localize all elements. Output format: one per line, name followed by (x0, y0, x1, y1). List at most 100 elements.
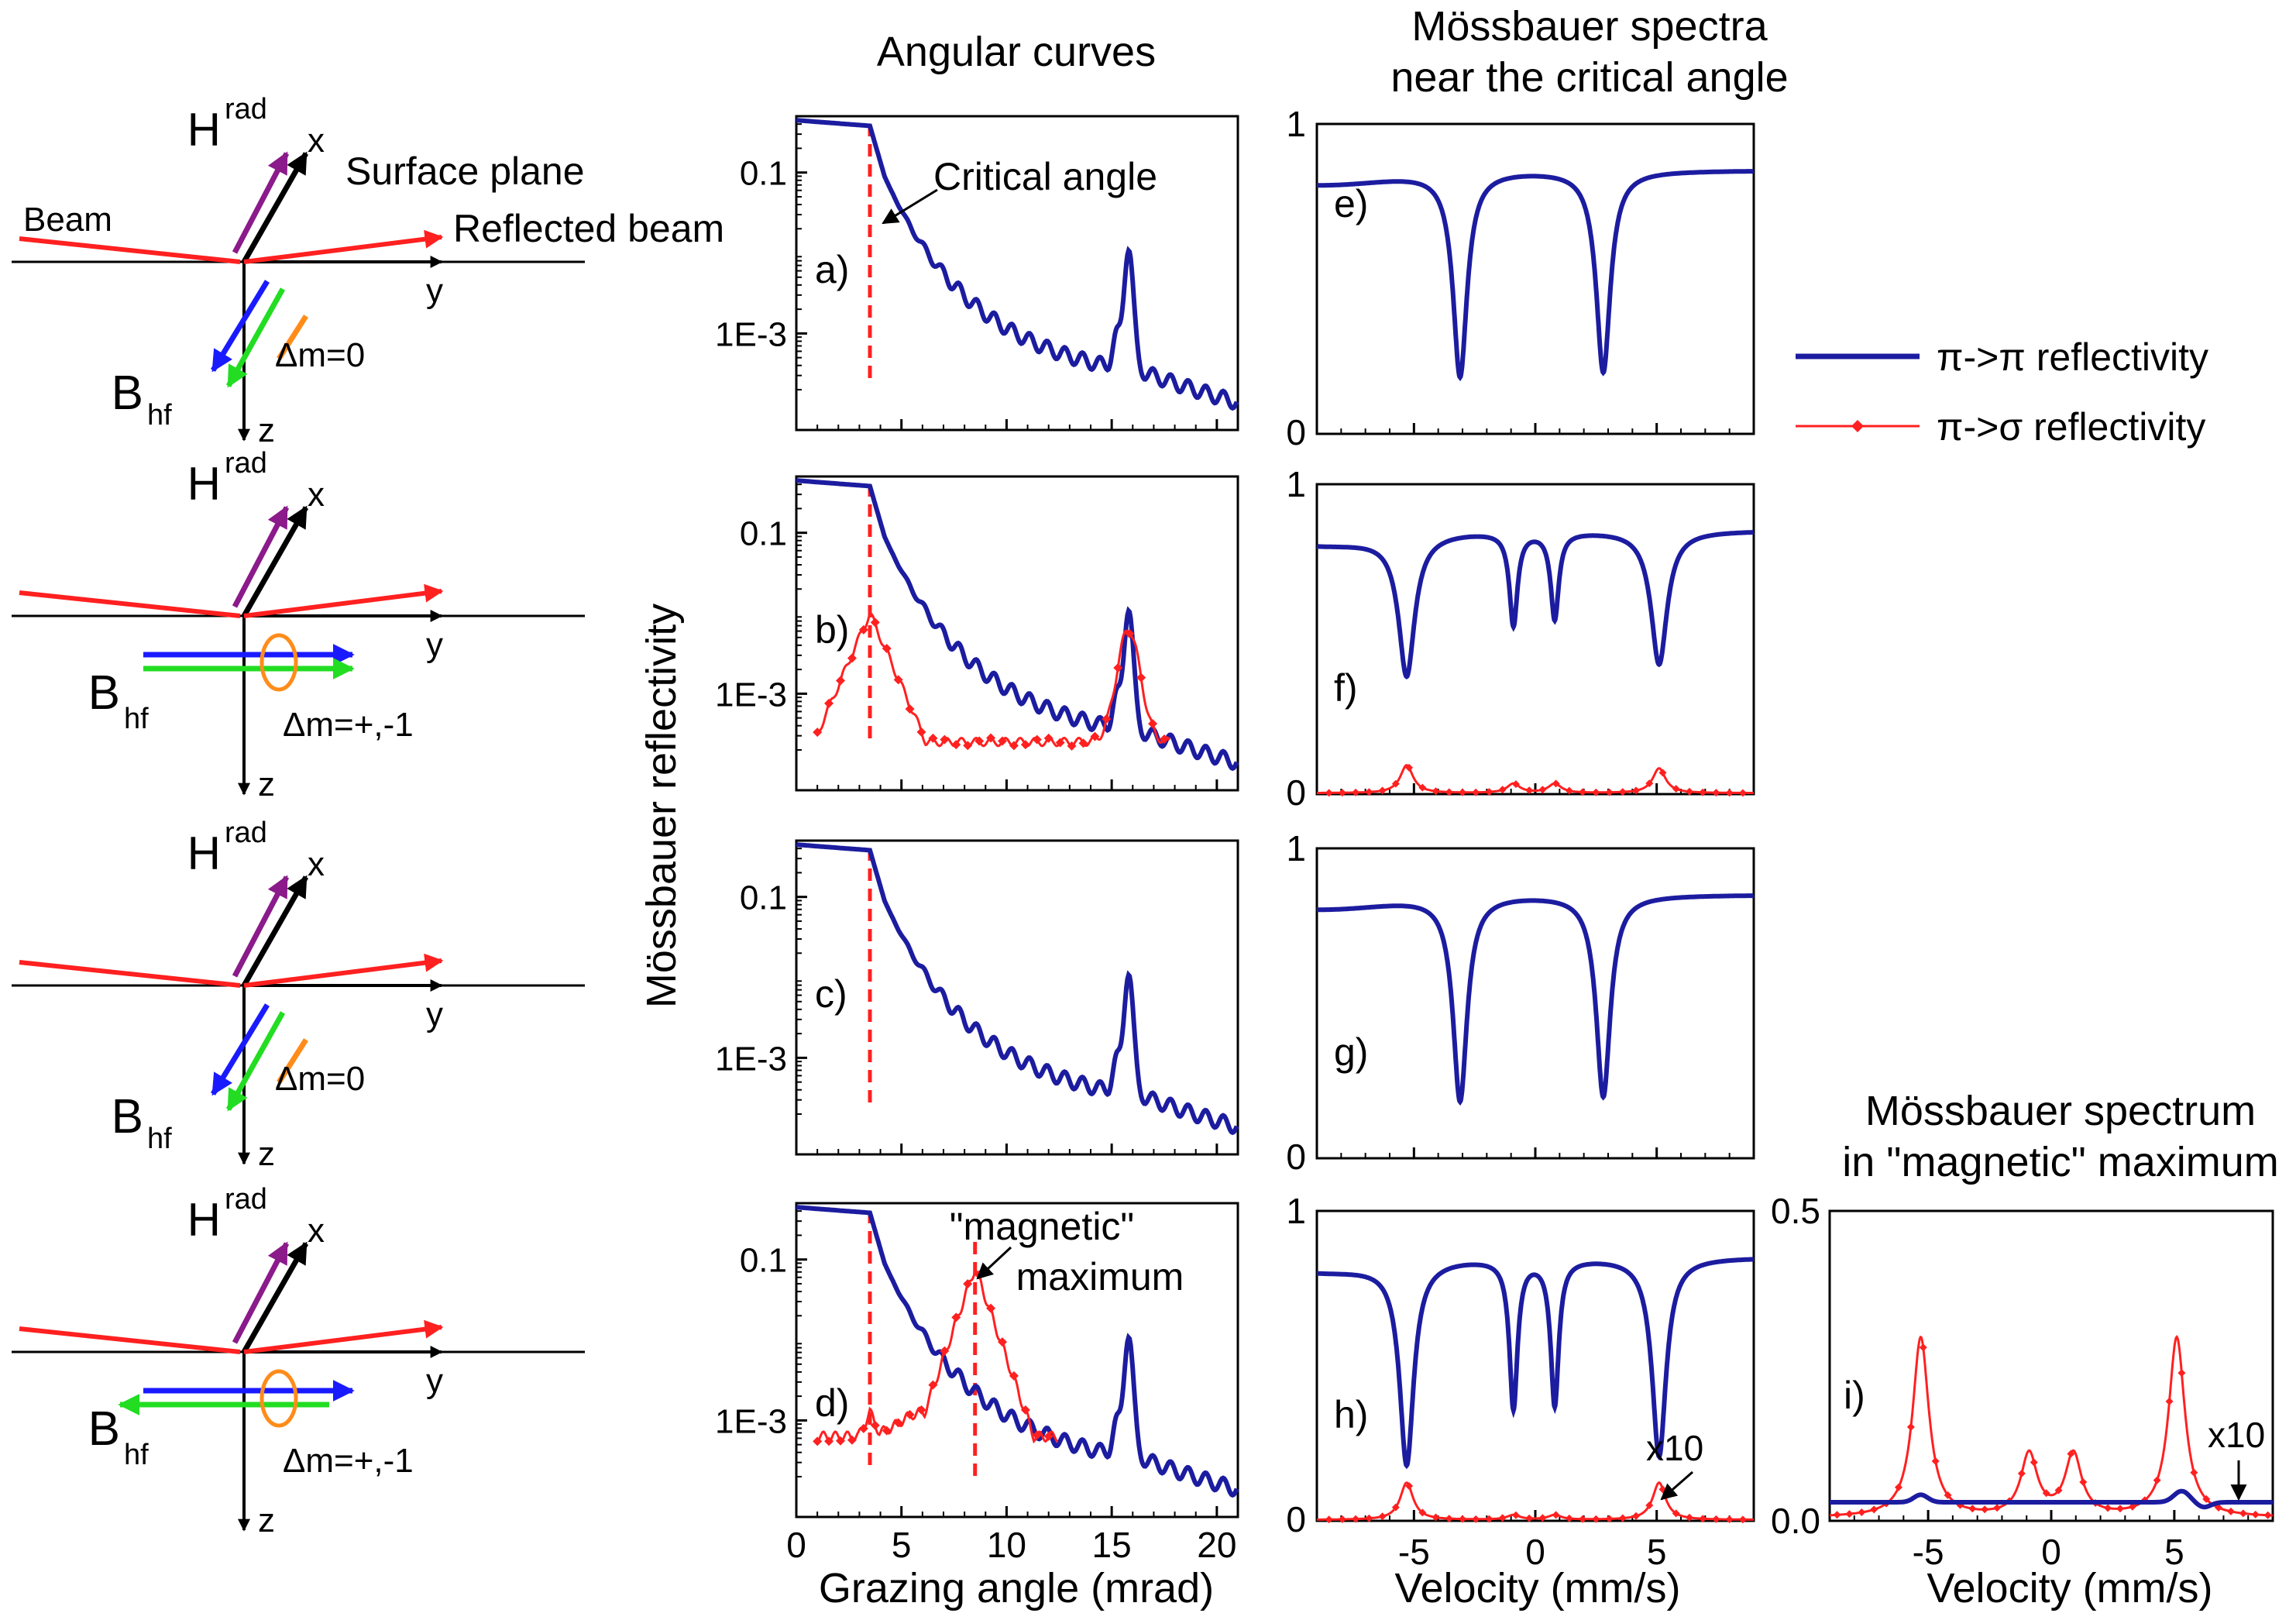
panel-label: b) (815, 608, 849, 652)
pi-sigma-marker (905, 704, 915, 714)
pi-sigma-marker (1020, 1405, 1030, 1415)
pi-sigma-marker (1136, 672, 1146, 683)
pi-sigma-marker (1618, 1514, 1627, 1522)
x-tick-label: 5 (2164, 1532, 2184, 1572)
pi-sigma-marker (1511, 780, 1520, 789)
h-label: H (187, 1194, 221, 1246)
pi-sigma-marker (1352, 1515, 1360, 1523)
series-pi-pi (1830, 1488, 2273, 1510)
diagram-reflected-beam-label: Reflected beam (453, 207, 724, 250)
pi-sigma-marker (893, 1418, 903, 1428)
pi-sigma-marker (1418, 783, 1427, 792)
spectrum-panel-2: 1 0 f) (1286, 464, 1755, 813)
pi-sigma-marker (1055, 738, 1065, 748)
angular-title: Angular curves (877, 29, 1156, 75)
b-label: B (112, 1090, 143, 1144)
y-tick-label: 0.5 (1771, 1191, 1820, 1231)
pi-sigma-marker (1552, 1511, 1560, 1519)
y-axis-label: Mössbauer reflectivity (638, 604, 685, 1008)
pi-sigma-marker (1445, 1515, 1453, 1523)
diagram-beam-label: Beam (23, 201, 112, 239)
h-superscript: rad (225, 93, 267, 126)
pi-sigma-marker (1931, 1457, 1940, 1465)
reflected-beam-arrow (243, 583, 444, 618)
incident-beam (19, 590, 241, 618)
pi-sigma-marker (1738, 1515, 1747, 1524)
pi-sigma-marker (951, 1312, 961, 1322)
x-label-angular: Grazing angle (mrad) (819, 1565, 1214, 1611)
angular-curves-panels: 0.1 1E-3 a) 0.1 1E-3 b) 0.1 1E-3 c) 0 5 10 15 20 0.1 1E… (715, 115, 1239, 1565)
pi-sigma-marker (1672, 1509, 1680, 1518)
b-hf-arrow-green (225, 287, 286, 388)
pi-sigma-marker (870, 617, 880, 628)
pi-sigma-marker (2239, 1509, 2247, 1518)
diagram-4: x y z H rad Δm=+,-1 B hf (12, 1183, 585, 1539)
pi-sigma-marker (1845, 1510, 1854, 1519)
pi-sigma-marker (836, 1436, 845, 1446)
y-tick-label: 1E-3 (715, 676, 787, 714)
x-label-magnetic: Velocity (mm/s) (1927, 1565, 2212, 1611)
pi-sigma-marker (870, 1420, 880, 1430)
series-pi-sigma (1317, 1481, 1754, 1521)
b-hf-arrow-blue (211, 280, 270, 373)
x-axis-arrow (241, 505, 309, 617)
b-subscript: hf (124, 703, 149, 735)
h-superscript: rad (225, 447, 267, 480)
pi-sigma-marker (1148, 719, 1158, 729)
legend-label-pi-pi: π->π reflectivity (1937, 335, 2208, 379)
pi-sigma-marker (1919, 1343, 1927, 1352)
y-tick-label: 1E-3 (715, 1402, 787, 1440)
pi-sigma-marker (998, 1337, 1007, 1347)
pi-sigma-marker (2079, 1478, 2088, 1487)
pi-sigma-marker (813, 727, 823, 738)
y-tick-label: 0.1 (740, 1242, 787, 1280)
pi-sigma-marker (1365, 1514, 1373, 1522)
pi-sigma-marker (2030, 1458, 2038, 1467)
panel-label: a) (815, 248, 849, 291)
pi-sigma-marker (2165, 1397, 2174, 1405)
h-label: H (187, 104, 221, 156)
h-label: H (187, 458, 221, 510)
pi-sigma-marker (2128, 1502, 2136, 1511)
x-axis-arrow (241, 875, 309, 987)
pi-sigma-marker (847, 1435, 857, 1445)
reflected-beam-arrow (243, 953, 444, 988)
pi-sigma-marker (928, 733, 938, 743)
pi-sigma-marker (2067, 1450, 2075, 1458)
plot-frame (795, 475, 1239, 792)
panel-label: g) (1334, 1030, 1368, 1074)
pi-sigma-marker (882, 644, 892, 654)
pi-sigma-marker (1009, 1371, 1019, 1381)
y-tick-label: 1 (1286, 828, 1306, 868)
pi-sigma-marker (1445, 788, 1453, 796)
x-tick-label: -5 (1913, 1532, 1944, 1572)
series-pi-pi (796, 1205, 1239, 1498)
x-label: x (308, 476, 325, 514)
pi-sigma-marker (2215, 1503, 2223, 1512)
pi-sigma-marker (1579, 788, 1587, 796)
critical-angle-pointer (882, 188, 938, 225)
panel-label: h) (1334, 1393, 1368, 1436)
x-tick-label: 10 (987, 1525, 1026, 1565)
y-tick-label: 1 (1286, 104, 1306, 144)
pi-sigma-marker (1699, 1515, 1707, 1523)
pi-sigma-marker (2263, 1511, 2272, 1519)
legend-marker-pi-sigma (1851, 420, 1864, 432)
pi-sigma-marker (2104, 1504, 2112, 1512)
pi-sigma-marker (1981, 1505, 1989, 1514)
delta-m-label: Δm=0 (275, 336, 365, 374)
pi-sigma-marker (1043, 1431, 1053, 1441)
x-label: x (308, 1212, 325, 1250)
pi-sigma-marker (1552, 779, 1560, 788)
diagram-2: x y z H rad Δm=+,-1 B hf (12, 447, 585, 803)
pi-sigma-marker (905, 1409, 915, 1419)
y-tick-label: 0 (1286, 772, 1306, 813)
panel-label: d) (815, 1381, 849, 1425)
angular-panel-1: 0.1 1E-3 a) (715, 115, 1239, 432)
pi-sigma-marker (974, 736, 985, 746)
y-tick-label: 1E-3 (715, 315, 787, 353)
h-superscript: rad (225, 1183, 267, 1216)
pi-sigma-marker (1459, 788, 1466, 796)
pi-sigma-marker (1498, 786, 1507, 794)
